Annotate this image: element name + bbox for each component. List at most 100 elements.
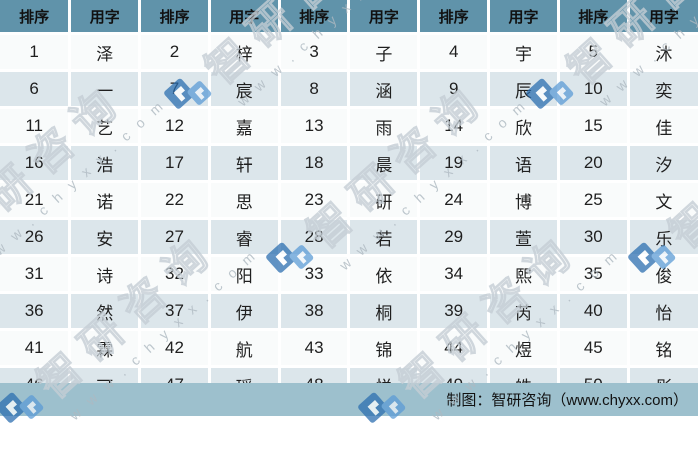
rank-cell: 38 — [279, 292, 351, 331]
char-cell: 一 — [69, 70, 142, 109]
char-cell: 航 — [209, 329, 281, 368]
char-cell: 乐 — [628, 218, 698, 257]
char-cell: 艺 — [69, 107, 142, 146]
rank-cell: 28 — [279, 218, 351, 257]
rank-cell: 44 — [418, 329, 491, 368]
rank-cell: 2 — [139, 33, 211, 72]
char-cell: 萱 — [488, 218, 560, 257]
char-cell: 轩 — [209, 144, 281, 183]
rank-cell: 1 — [0, 33, 72, 72]
char-cell: 涵 — [348, 70, 421, 109]
char-cell: 嘉 — [209, 107, 281, 146]
char-cell: 研 — [348, 181, 421, 220]
char-cell: 浩 — [69, 144, 142, 183]
ranking-table: 排序 用字 排序 用字 排序 用字 排序 用字 排序 用字 1 泽 2 梓 3 … — [0, 0, 698, 405]
header-row: 排序 用字 排序 用字 排序 用字 排序 用字 排序 用字 — [0, 0, 698, 35]
char-cell: 奕 — [628, 70, 698, 109]
char-cell: 睿 — [209, 218, 281, 257]
char-cell: 文 — [628, 181, 698, 220]
char-cell: 宸 — [209, 70, 281, 109]
rank-cell: 16 — [0, 144, 72, 183]
char-cell: 安 — [69, 218, 142, 257]
table-row: 11 艺 12 嘉 13 雨 14 欣 15 佳 — [0, 107, 698, 146]
header-cell-char: 用字 — [348, 0, 421, 35]
table-row: 26 安 27 睿 28 若 29 萱 30 乐 — [0, 218, 698, 257]
footer-credit-bar: 制图：智研咨询（www.chyxx.com） — [0, 383, 698, 416]
rank-cell: 10 — [558, 70, 630, 109]
rank-cell: 3 — [279, 33, 351, 72]
rank-cell: 42 — [139, 329, 211, 368]
rank-cell: 12 — [139, 107, 211, 146]
header-cell-char: 用字 — [209, 0, 281, 35]
rank-cell: 20 — [558, 144, 630, 183]
rank-cell: 36 — [0, 292, 72, 331]
rank-cell: 5 — [558, 33, 630, 72]
char-cell: 阳 — [209, 255, 281, 294]
char-cell: 俊 — [628, 255, 698, 294]
char-cell: 煜 — [488, 329, 560, 368]
char-cell: 辰 — [488, 70, 560, 109]
rank-cell: 9 — [418, 70, 491, 109]
rank-cell: 27 — [139, 218, 211, 257]
rank-cell: 14 — [418, 107, 491, 146]
rank-cell: 40 — [558, 292, 630, 331]
table-row: 16 浩 17 轩 18 晨 19 语 20 汐 — [0, 144, 698, 183]
rank-cell: 37 — [139, 292, 211, 331]
char-cell: 芮 — [488, 292, 560, 331]
rank-cell: 15 — [558, 107, 630, 146]
rank-cell: 21 — [0, 181, 72, 220]
char-cell: 铭 — [628, 329, 698, 368]
table-row: 1 泽 2 梓 3 子 4 宇 5 沐 — [0, 33, 698, 72]
rank-cell: 45 — [558, 329, 630, 368]
rank-cell: 32 — [139, 255, 211, 294]
char-cell: 子 — [348, 33, 421, 72]
char-cell: 梓 — [209, 33, 281, 72]
table-row: 41 霖 42 航 43 锦 44 煜 45 铭 — [0, 329, 698, 368]
rank-cell: 41 — [0, 329, 72, 368]
char-cell: 熙 — [488, 255, 560, 294]
char-cell: 雨 — [348, 107, 421, 146]
table-row: 36 然 37 伊 38 桐 39 芮 40 怡 — [0, 292, 698, 331]
rank-cell: 22 — [139, 181, 211, 220]
header-cell-char: 用字 — [628, 0, 698, 35]
rank-cell: 13 — [279, 107, 351, 146]
rank-cell: 29 — [418, 218, 491, 257]
rank-cell: 7 — [139, 70, 211, 109]
rank-cell: 34 — [418, 255, 491, 294]
header-cell-char: 用字 — [69, 0, 142, 35]
char-cell: 佳 — [628, 107, 698, 146]
char-cell: 语 — [488, 144, 560, 183]
header-cell-rank: 排序 — [0, 0, 72, 35]
rank-cell: 4 — [418, 33, 491, 72]
char-cell: 桐 — [348, 292, 421, 331]
rank-cell: 8 — [279, 70, 351, 109]
table-row: 6 一 7 宸 8 涵 9 辰 10 奕 — [0, 70, 698, 109]
char-cell: 汐 — [628, 144, 698, 183]
header-cell-rank: 排序 — [139, 0, 211, 35]
rank-cell: 43 — [279, 329, 351, 368]
rank-cell: 6 — [0, 70, 72, 109]
rank-cell: 24 — [418, 181, 491, 220]
char-cell: 若 — [348, 218, 421, 257]
char-cell: 欣 — [488, 107, 560, 146]
header-cell-char: 用字 — [488, 0, 560, 35]
char-cell: 然 — [69, 292, 142, 331]
rank-cell: 33 — [279, 255, 351, 294]
rank-cell: 30 — [558, 218, 630, 257]
rank-cell: 31 — [0, 255, 72, 294]
char-cell: 锦 — [348, 329, 421, 368]
rank-cell: 25 — [558, 181, 630, 220]
char-cell: 思 — [209, 181, 281, 220]
char-cell: 怡 — [628, 292, 698, 331]
char-cell: 博 — [488, 181, 560, 220]
table-row: 31 诗 32 阳 33 依 34 熙 35 俊 — [0, 255, 698, 294]
rank-cell: 39 — [418, 292, 491, 331]
char-cell: 伊 — [209, 292, 281, 331]
char-cell: 霖 — [69, 329, 142, 368]
char-cell: 泽 — [69, 33, 142, 72]
char-cell: 诺 — [69, 181, 142, 220]
char-cell: 诗 — [69, 255, 142, 294]
char-cell: 依 — [348, 255, 421, 294]
char-cell: 晨 — [348, 144, 421, 183]
rank-cell: 11 — [0, 107, 72, 146]
